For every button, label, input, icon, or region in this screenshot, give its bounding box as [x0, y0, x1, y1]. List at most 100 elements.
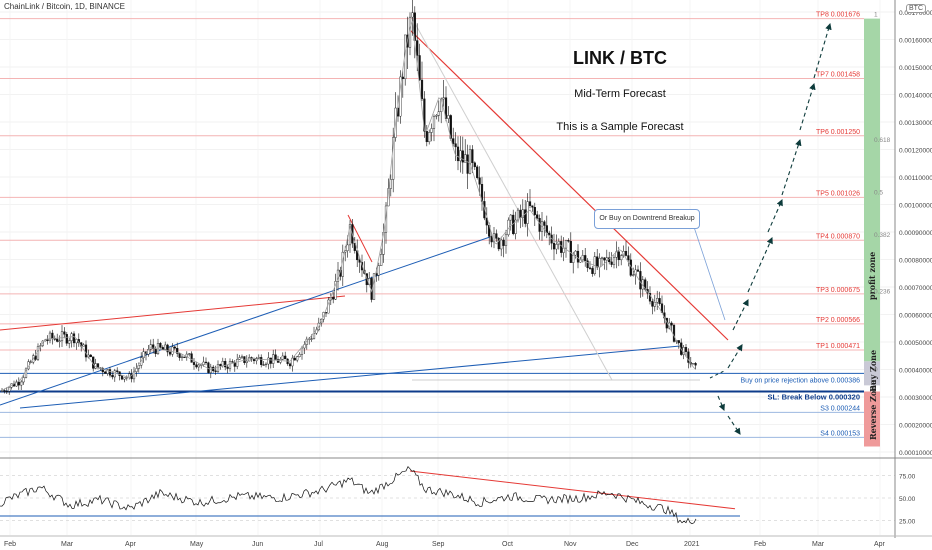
forecast-arrow-up [727, 344, 743, 369]
candle-body [104, 371, 107, 374]
candle-body [509, 214, 512, 221]
candle-body [149, 344, 152, 350]
candle-body [504, 234, 508, 246]
candle-body [281, 355, 284, 360]
candle-body [632, 274, 635, 276]
currency-badge[interactable]: BTC [906, 4, 926, 13]
time-tick-label: Feb [4, 541, 16, 548]
candle-body [296, 356, 299, 361]
candle-body [581, 255, 584, 261]
candle-body [108, 369, 112, 376]
rsi-tick-label: 50.00 [899, 496, 916, 503]
candle-body [432, 116, 436, 129]
level-label: TP2 0.000566 [816, 317, 860, 324]
moving-average-line [1, 21, 696, 391]
time-tick-label: May [190, 541, 204, 548]
candle-body [231, 361, 234, 363]
candle-body [60, 331, 64, 342]
time-tick-label: Apr [874, 541, 886, 548]
candle-body [346, 244, 349, 251]
stoploss-label: SL: Break Below 0.000320 [767, 393, 860, 402]
candle-body [564, 240, 568, 249]
lower-trendline [19, 345, 681, 409]
candle-body [154, 348, 157, 355]
candle-body [36, 346, 40, 360]
candle-body [152, 344, 155, 349]
candle-body [543, 221, 546, 226]
candle-body [461, 150, 464, 163]
candle-body [418, 55, 421, 81]
candle-body [483, 201, 486, 219]
candle-body [428, 132, 431, 143]
forecast-arrow-up [813, 22, 832, 79]
candle-body [423, 98, 426, 132]
candle-body [233, 361, 236, 367]
rsi-tick-label: 25.00 [899, 519, 916, 526]
candle-body [183, 356, 186, 358]
candle-body [202, 361, 205, 365]
candle-body [651, 301, 654, 307]
candle-body [221, 361, 224, 366]
subtitle-forecast: Mid-Term Forecast [574, 88, 666, 100]
candle-body [605, 257, 608, 261]
candle-body [238, 357, 241, 360]
candle-body [425, 131, 428, 143]
candle-body [137, 365, 140, 369]
candle-body [188, 353, 191, 355]
candle-body [224, 361, 227, 368]
candle-body [192, 362, 196, 365]
level-label: S4 0.000153 [820, 430, 860, 437]
candle-body [300, 347, 304, 355]
candle-body [56, 338, 59, 342]
candle-body [245, 360, 248, 363]
candle-body [360, 262, 364, 271]
time-tick-label: Apr [125, 541, 137, 548]
candle-body [348, 224, 352, 246]
candle-body [536, 214, 539, 219]
candle-body [82, 344, 85, 347]
candle-body [190, 353, 193, 363]
forecast-arrow-up [799, 82, 816, 131]
candle-body [284, 355, 287, 360]
rsi-resistance-line [409, 470, 736, 510]
candle-body [334, 281, 337, 300]
candle-body [22, 377, 25, 383]
candle-body [598, 258, 601, 268]
candle-body [389, 179, 392, 189]
candle-body [502, 239, 505, 246]
candle-body [648, 293, 652, 302]
candle-body [560, 241, 563, 253]
price-tick-label: 0.00130000 [899, 120, 932, 127]
candle-body [656, 298, 659, 303]
candle-body [65, 334, 68, 344]
candle-body [123, 377, 126, 380]
price-levels: TP8 0.001676 TP7 0.001458 TP6 0.001250 TP5 … [0, 12, 864, 438]
candle-body [644, 279, 647, 290]
candle-body [672, 324, 676, 342]
time-tick-label: Jun [252, 541, 263, 548]
candle-body [454, 143, 457, 148]
candle-body [209, 366, 212, 373]
candle-body [687, 351, 690, 363]
candle-body [567, 240, 570, 242]
candle-body [159, 343, 162, 348]
time-tick-label: 2021 [684, 541, 700, 548]
candle-body [435, 115, 438, 117]
fib-label: 1 [874, 12, 878, 19]
price-tick-label: 0.00150000 [899, 65, 932, 72]
candle-body [387, 188, 390, 207]
candle-body [171, 346, 174, 355]
level-label: TP6 0.001250 [816, 129, 860, 136]
time-tick-label: Feb [754, 541, 766, 548]
price-tick-label: 0.00060000 [899, 313, 932, 320]
price-tick-label: 0.00080000 [899, 258, 932, 265]
candle-body [204, 361, 208, 364]
candle-body [75, 339, 78, 344]
candle-body [84, 344, 88, 358]
candle-body [298, 354, 301, 357]
candle-body [584, 255, 587, 261]
candle-body [420, 79, 424, 100]
level-label: TP8 0.001676 [816, 12, 860, 19]
forecast-link [709, 369, 727, 379]
